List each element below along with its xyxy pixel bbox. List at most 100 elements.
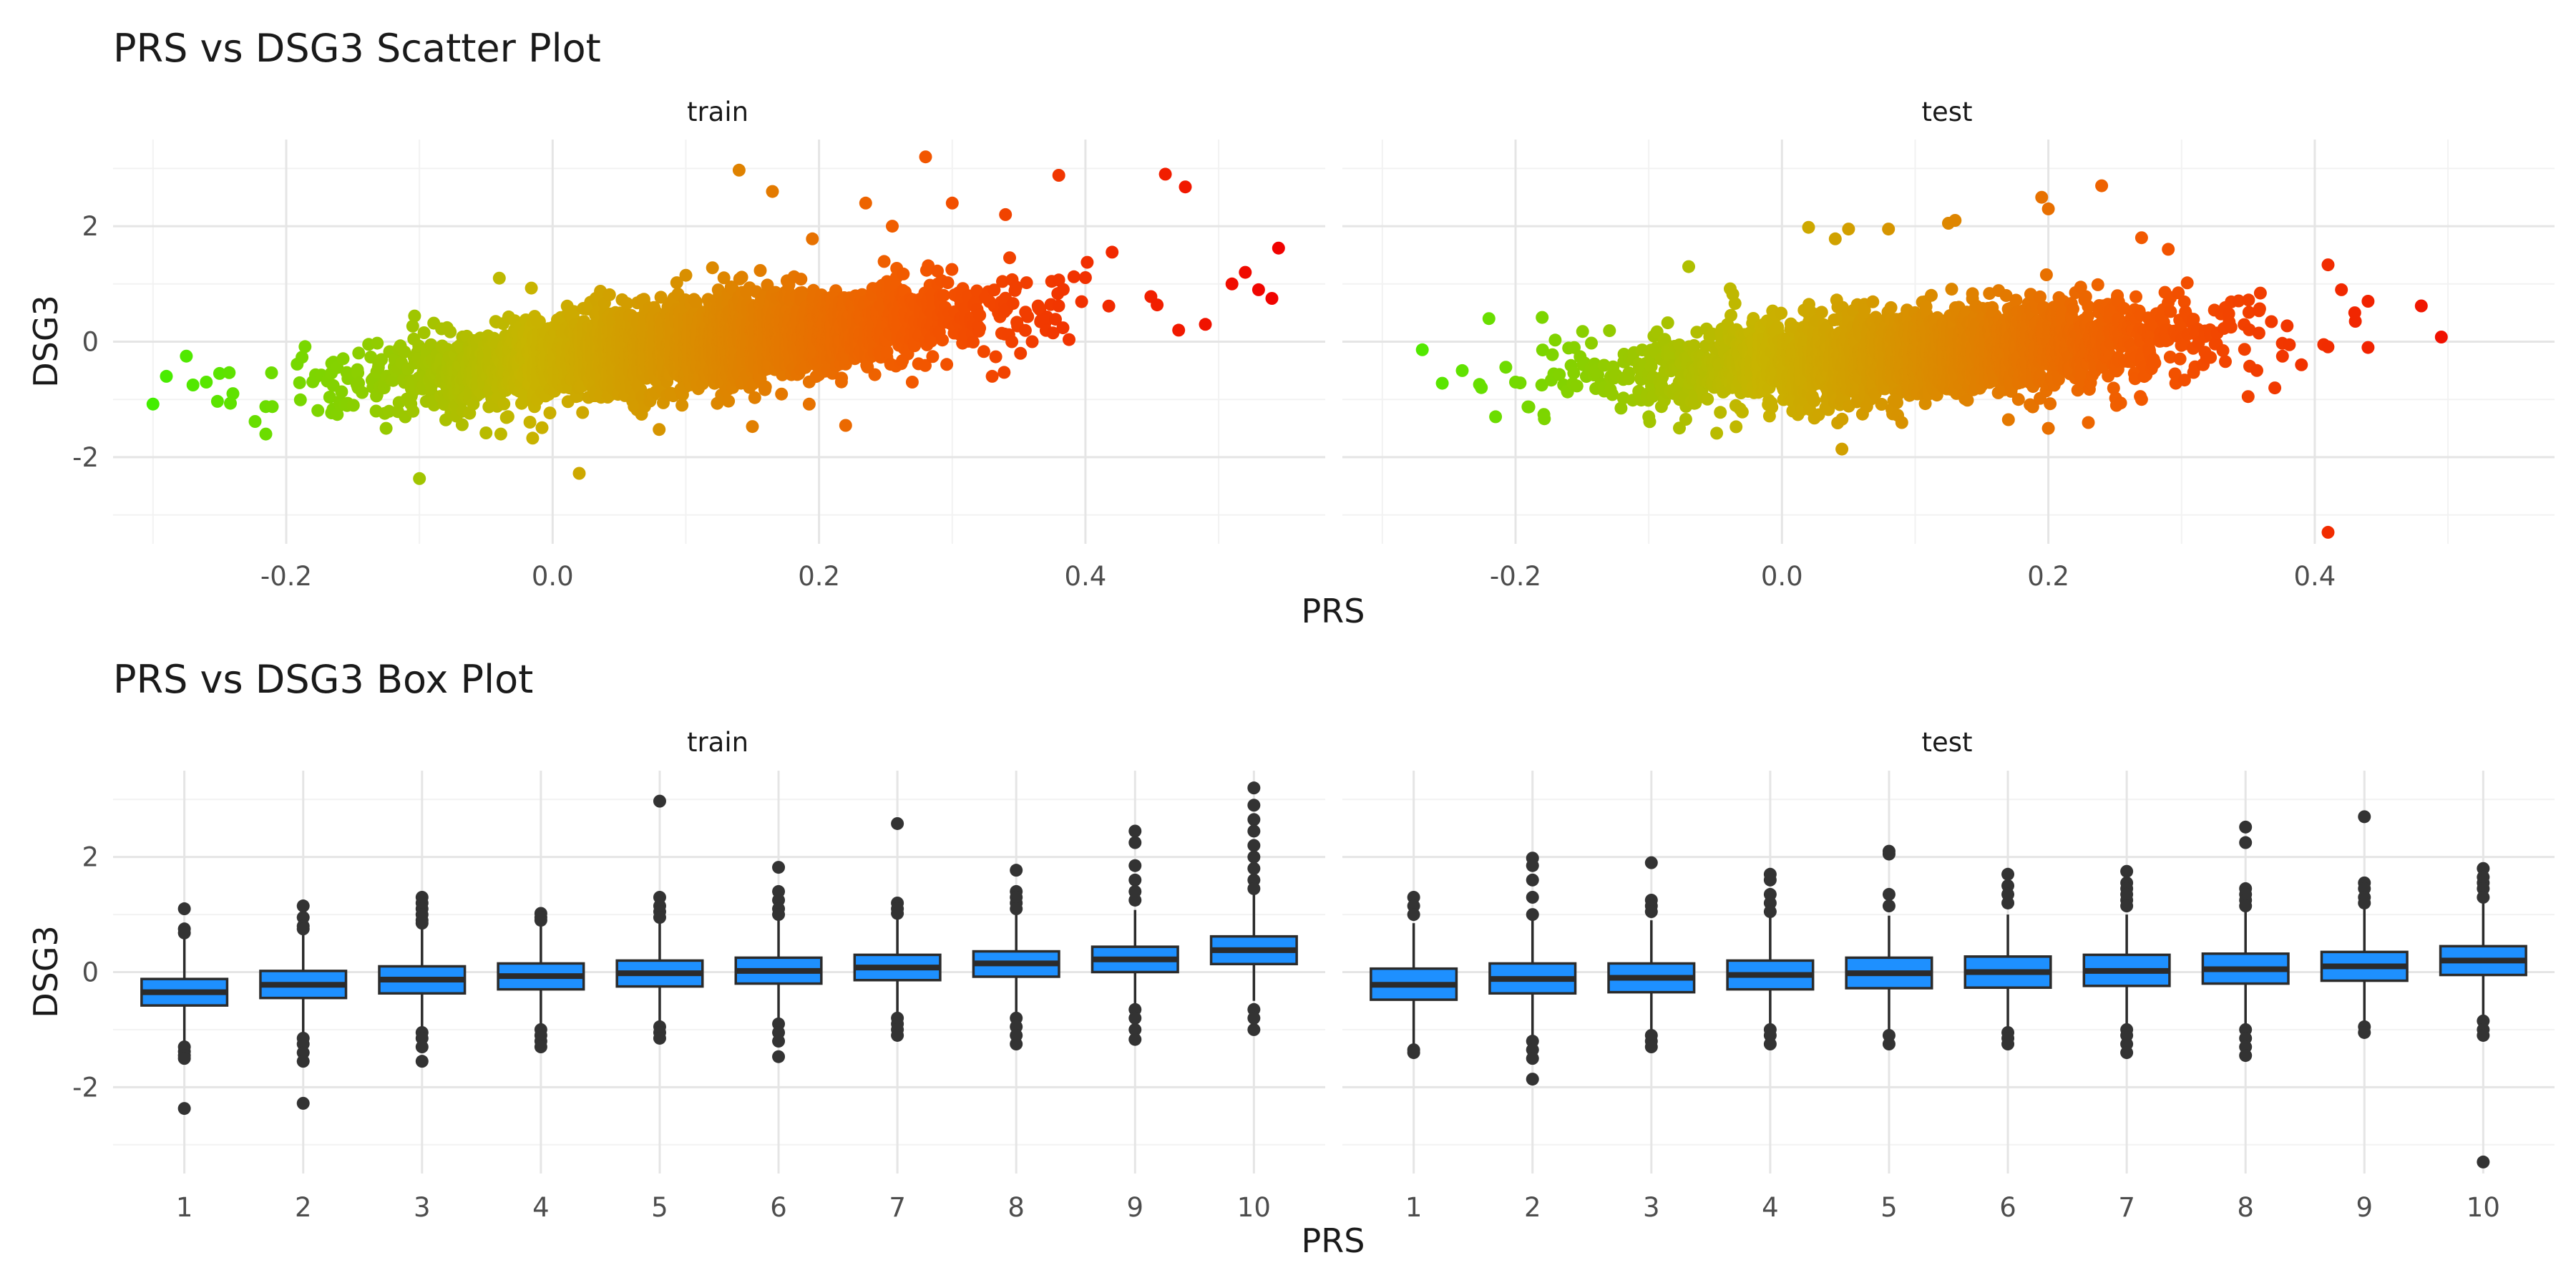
scatter-point: [1482, 312, 1496, 326]
scatter-point: [794, 273, 808, 286]
scatter-test-strip-label: test: [1921, 97, 1972, 127]
scatter-point: [766, 185, 779, 198]
scatter-point: [877, 255, 891, 268]
scatter-point: [479, 426, 493, 439]
scatter-point: [835, 371, 849, 385]
scatter-point: [926, 350, 940, 364]
scatter-point: [444, 325, 457, 338]
scatter-point: [525, 281, 538, 295]
scatter-point: [1682, 260, 1695, 273]
scatter-point: [620, 297, 634, 311]
scatter-point: [398, 345, 411, 358]
scatter-point: [886, 220, 899, 233]
scatter-point: [999, 208, 1013, 221]
scatter-point: [989, 350, 1002, 364]
scatter-point: [200, 376, 213, 389]
scatter-point: [806, 232, 819, 245]
scatter-point: [293, 393, 307, 406]
scatter-point: [1106, 245, 1119, 259]
scatter-point: [352, 346, 366, 360]
scatter-point: [1435, 376, 1449, 390]
scatter-point: [265, 366, 278, 379]
scatter-point: [532, 315, 546, 328]
scatter-point: [406, 319, 419, 333]
scatter-point: [296, 351, 309, 364]
scatter-point: [1006, 297, 1020, 311]
scatter-point: [985, 369, 999, 383]
scatter-point: [293, 376, 306, 389]
scatter-point: [160, 369, 173, 383]
scatter-point: [905, 376, 919, 389]
scatter-point: [1522, 400, 1536, 414]
scatter-point: [1546, 348, 1559, 361]
scatter-point: [973, 321, 987, 335]
scatter-point: [1714, 406, 1727, 419]
scatter-point: [351, 366, 365, 379]
scatter-point: [1272, 241, 1285, 255]
scatter-point: [323, 391, 336, 404]
scatter-point: [1513, 376, 1527, 390]
scatter-point: [1538, 412, 1551, 426]
scatter-point: [146, 397, 160, 411]
scatter-point: [406, 404, 420, 418]
scatter-point: [1052, 169, 1065, 182]
scatter-point: [1014, 346, 1028, 360]
scatter-point: [248, 415, 262, 428]
scatter-point: [689, 296, 703, 308]
scatter-test-panel: [1342, 140, 2555, 544]
scatter-point: [494, 427, 507, 441]
scatter-point: [265, 400, 279, 414]
scatter-point: [223, 366, 236, 379]
scatter-point: [1728, 297, 1742, 311]
scatter-point: [1080, 255, 1094, 269]
scatter-point: [1056, 283, 1070, 296]
scatter-point: [375, 353, 389, 366]
scatter-point: [1679, 413, 1692, 426]
scatter-point: [748, 391, 761, 404]
scatter-point: [1455, 364, 1469, 377]
scatter-point: [735, 270, 748, 284]
scatter-point: [1775, 306, 1788, 320]
scatter-point: [408, 309, 421, 323]
scatter-train-panel: [113, 140, 1325, 544]
scatter-point: [1603, 324, 1616, 338]
scatter-point: [753, 264, 767, 277]
scatter-point: [1265, 292, 1279, 305]
scatter-point: [1056, 321, 1070, 335]
scatter-point: [1067, 270, 1080, 283]
scatter-point: [1239, 265, 1252, 279]
scatter-point: [1576, 325, 1589, 338]
scatter-point: [1063, 333, 1075, 346]
scatter-point: [1102, 299, 1116, 313]
scatter-point: [1606, 388, 1619, 401]
scatter-point: [722, 394, 736, 408]
scatter-point: [356, 386, 369, 399]
scatter-point: [973, 308, 987, 322]
scatter-point: [386, 374, 400, 387]
scatter-point: [967, 336, 980, 348]
scatter-point: [1661, 316, 1674, 330]
scatter-point: [936, 333, 949, 347]
scatter-point: [501, 410, 514, 424]
scatter-point: [1052, 299, 1065, 313]
scatter-point: [1489, 410, 1503, 424]
scatter-point: [940, 358, 954, 371]
scatter-point: [1179, 180, 1192, 194]
scatter-point: [1710, 426, 1724, 440]
scatter-point: [576, 406, 590, 419]
scatter-point: [572, 467, 586, 480]
scatter-point: [311, 404, 325, 417]
scatter-point: [1020, 276, 1033, 290]
scatter-point: [336, 352, 350, 366]
scatter-point: [1643, 415, 1657, 429]
scatter-point: [1585, 336, 1598, 350]
scatter-point: [1499, 361, 1513, 374]
scatter-point: [679, 268, 693, 282]
scatter-point: [210, 394, 224, 408]
scatter-point: [746, 420, 759, 434]
scatter-point: [1536, 311, 1549, 324]
scatter-point: [1802, 220, 1815, 234]
scatter-point: [732, 163, 746, 177]
scatter-point: [1475, 381, 1488, 394]
